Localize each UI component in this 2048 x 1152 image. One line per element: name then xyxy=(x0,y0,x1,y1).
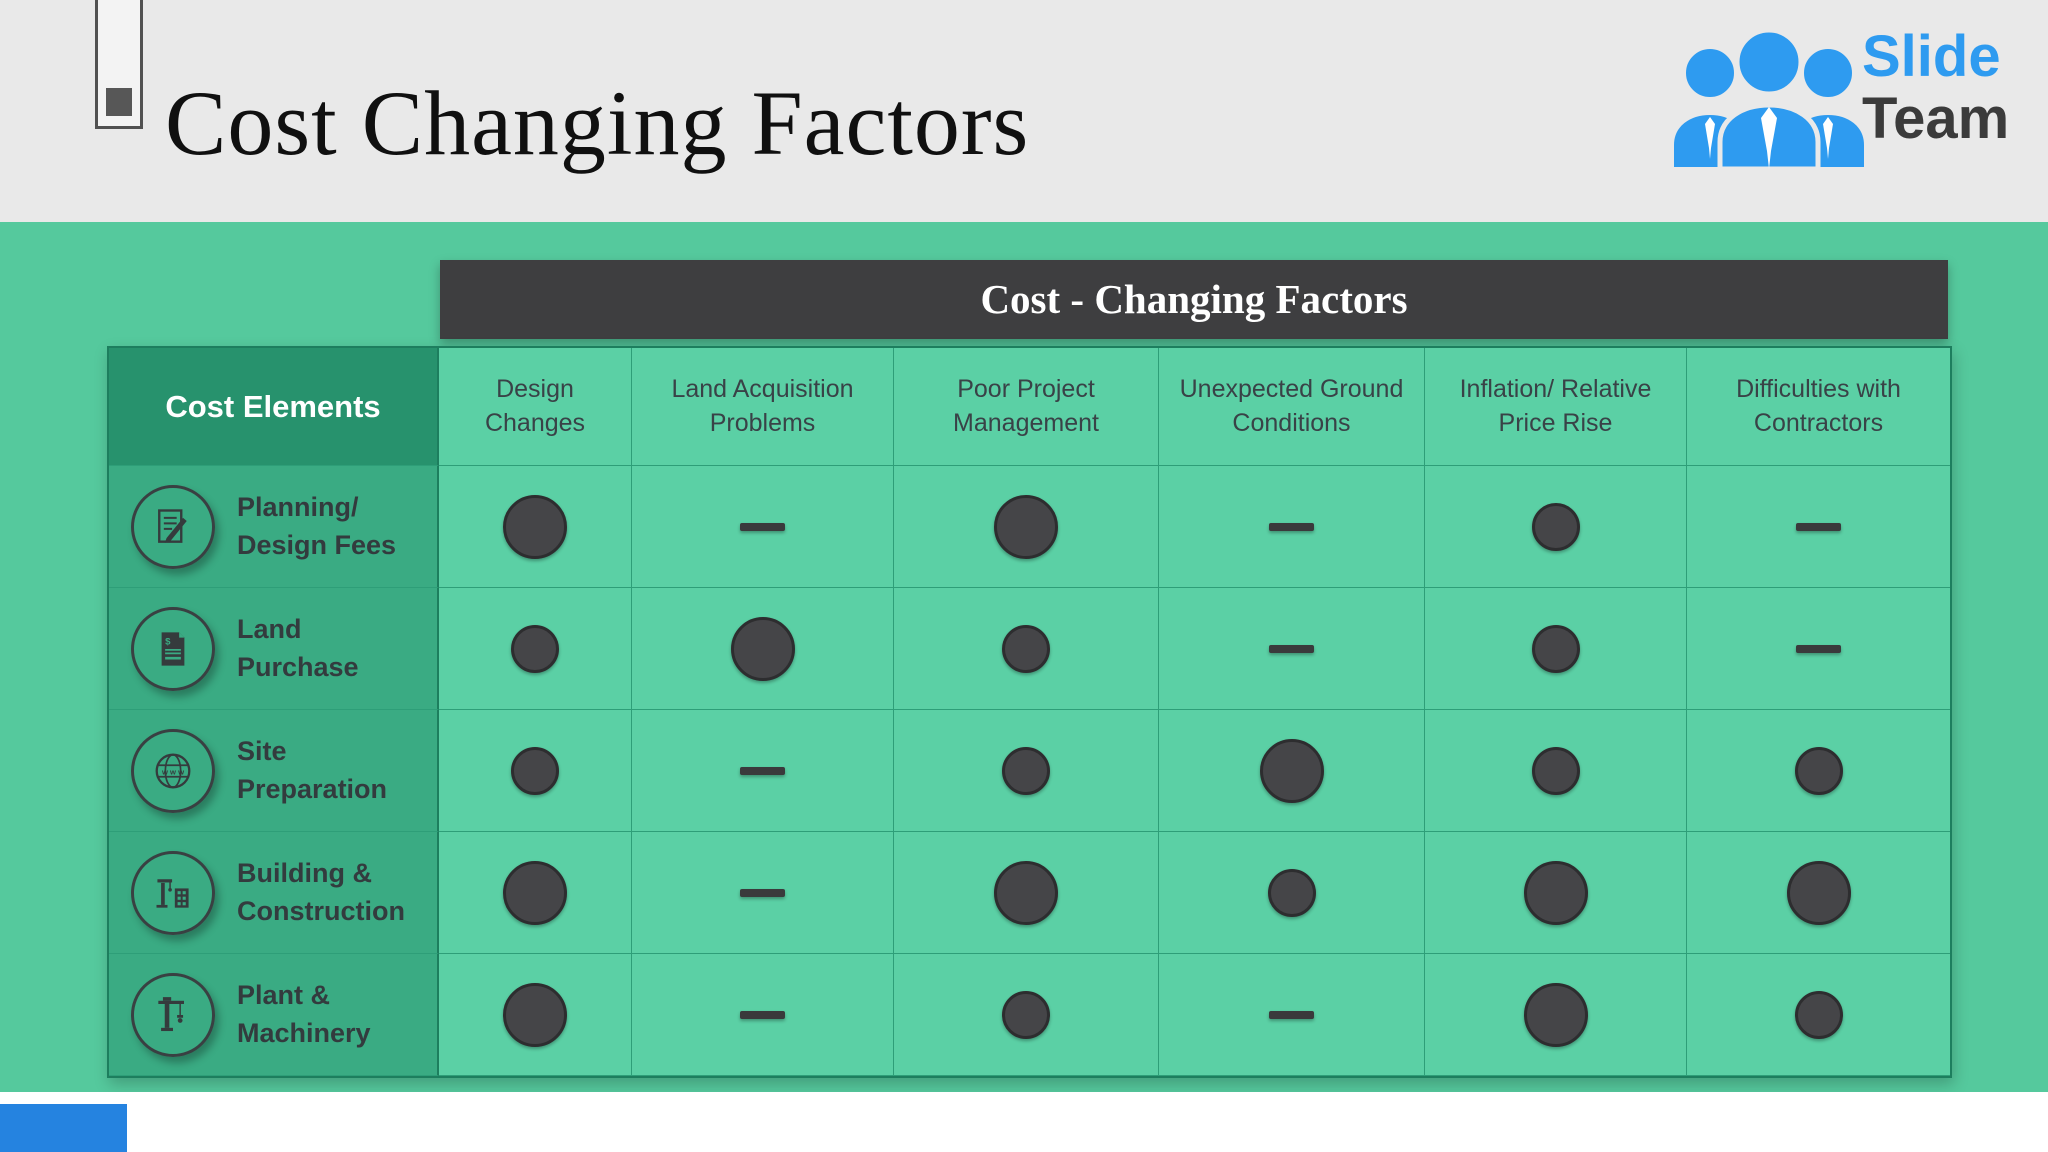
row-label-text: Building & Construction xyxy=(237,857,405,926)
cell-land-inflation xyxy=(1425,588,1687,710)
cell-planning-design-changes xyxy=(439,466,632,588)
cell-building-inflation xyxy=(1425,832,1687,954)
matrix-mark xyxy=(1786,860,1851,925)
matrix-mark xyxy=(994,494,1058,559)
matrix-mark xyxy=(1796,522,1841,531)
cell-plant-unexpected-ground xyxy=(1159,954,1425,1076)
matrix-mark xyxy=(511,746,559,795)
cell-land-design-changes xyxy=(439,588,632,710)
cell-land-difficulties xyxy=(1687,588,1950,710)
matrix-mark xyxy=(1523,982,1588,1047)
row-header-plant-machinery: Plant & Machinery xyxy=(109,954,439,1076)
row-label-text: Land Purchase xyxy=(237,613,359,682)
cell-building-poor-project xyxy=(894,832,1159,954)
matrix-mark xyxy=(1796,644,1841,653)
matrix-mark xyxy=(503,860,567,925)
page-title: Cost Changing Factors xyxy=(165,72,1030,174)
matrix-mark xyxy=(1269,522,1314,531)
cell-building-land-acquisition xyxy=(632,832,894,954)
title-decoration-bar xyxy=(95,0,143,129)
column-header-inflation: Inflation/ Relative Price Rise xyxy=(1425,348,1687,466)
cell-site-land-acquisition xyxy=(632,710,894,832)
cell-building-design-changes xyxy=(439,832,632,954)
cell-planning-land-acquisition xyxy=(632,466,894,588)
title-decoration-square xyxy=(106,88,132,116)
matrix-mark xyxy=(1531,746,1580,795)
matrix-mark xyxy=(730,616,795,681)
table-title-bar: Cost - Changing Factors xyxy=(440,260,1948,339)
cell-planning-poor-project xyxy=(894,466,1159,588)
matrix-mark xyxy=(503,982,567,1047)
row-header-land-purchase: $ Land Purchase xyxy=(109,588,439,710)
matrix-mark xyxy=(740,888,785,897)
cell-plant-difficulties xyxy=(1687,954,1950,1076)
svg-text:$: $ xyxy=(165,636,171,647)
matrix-mark xyxy=(740,522,785,531)
tower-crane-icon xyxy=(131,972,215,1057)
money-document-icon: $ xyxy=(131,606,215,691)
matrix-mark xyxy=(1267,868,1316,917)
corner-header-cost-elements: Cost Elements xyxy=(109,348,439,466)
cell-planning-difficulties xyxy=(1687,466,1950,588)
cell-planning-inflation xyxy=(1425,466,1687,588)
cell-site-inflation xyxy=(1425,710,1687,832)
matrix-mark xyxy=(1002,990,1050,1039)
cell-plant-land-acquisition xyxy=(632,954,894,1076)
matrix-mark xyxy=(1269,644,1314,653)
crane-building-icon xyxy=(131,850,215,935)
svg-text:w w w: w w w xyxy=(161,767,184,776)
matrix-mark xyxy=(740,766,785,775)
cell-plant-design-changes xyxy=(439,954,632,1076)
cell-site-difficulties xyxy=(1687,710,1950,832)
cell-site-design-changes xyxy=(439,710,632,832)
row-header-building-construction: Building & Construction xyxy=(109,832,439,954)
column-header-difficulties-contractors: Difficulties with Contractors xyxy=(1687,348,1950,466)
cell-site-poor-project xyxy=(894,710,1159,832)
cell-building-unexpected-ground xyxy=(1159,832,1425,954)
matrix-mark xyxy=(503,494,567,559)
document-edit-icon xyxy=(131,484,215,569)
matrix-mark xyxy=(1794,990,1843,1039)
globe-www-icon: w w w xyxy=(131,728,215,813)
slide-header-band: Cost Changing Factors Slide Team xyxy=(0,0,2048,222)
column-header-unexpected-ground: Unexpected Ground Conditions xyxy=(1159,348,1425,466)
matrix-mark xyxy=(994,860,1058,925)
matrix-mark xyxy=(1523,860,1588,925)
bottom-left-blue-accent xyxy=(0,1104,127,1152)
matrix-mark xyxy=(1259,738,1324,803)
cell-site-unexpected-ground xyxy=(1159,710,1425,832)
row-header-planning-design-fees: Planning/ Design Fees xyxy=(109,466,439,588)
row-header-site-preparation: w w w Site Preparation xyxy=(109,710,439,832)
row-label-text: Site Preparation xyxy=(237,735,388,804)
cell-land-land-acquisition xyxy=(632,588,894,710)
column-header-land-acquisition: Land Acquisition Problems xyxy=(632,348,894,466)
cell-planning-unexpected-ground xyxy=(1159,466,1425,588)
row-label-text: Plant & Machinery xyxy=(237,979,371,1048)
matrix-mark xyxy=(1531,502,1580,551)
column-header-design-changes: Design Changes xyxy=(439,348,632,466)
logo-wordmark: Slide Team xyxy=(1862,26,2009,150)
logo-word-team: Team xyxy=(1862,86,2010,151)
slideteam-logo: Slide Team xyxy=(1664,10,2034,180)
three-people-team-icon xyxy=(1670,27,1868,170)
cell-plant-inflation xyxy=(1425,954,1687,1076)
matrix-mark xyxy=(1269,1010,1314,1019)
matrix-mark xyxy=(740,1010,785,1019)
matrix-mark xyxy=(1002,746,1050,795)
cell-plant-poor-project xyxy=(894,954,1159,1076)
cell-land-poor-project xyxy=(894,588,1159,710)
cell-land-unexpected-ground xyxy=(1159,588,1425,710)
cost-factors-matrix: Cost Elements Design Changes Land Acquis… xyxy=(107,346,1952,1078)
cell-building-difficulties xyxy=(1687,832,1950,954)
matrix-mark xyxy=(1002,624,1050,673)
logo-word-slide: Slide xyxy=(1862,24,2001,89)
row-label-text: Planning/ Design Fees xyxy=(237,491,397,560)
matrix-mark xyxy=(511,624,559,673)
matrix-mark xyxy=(1531,624,1580,673)
matrix-mark xyxy=(1794,746,1843,795)
slide-footer-band xyxy=(0,1092,2048,1152)
column-header-poor-project-management: Poor Project Management xyxy=(894,348,1159,466)
